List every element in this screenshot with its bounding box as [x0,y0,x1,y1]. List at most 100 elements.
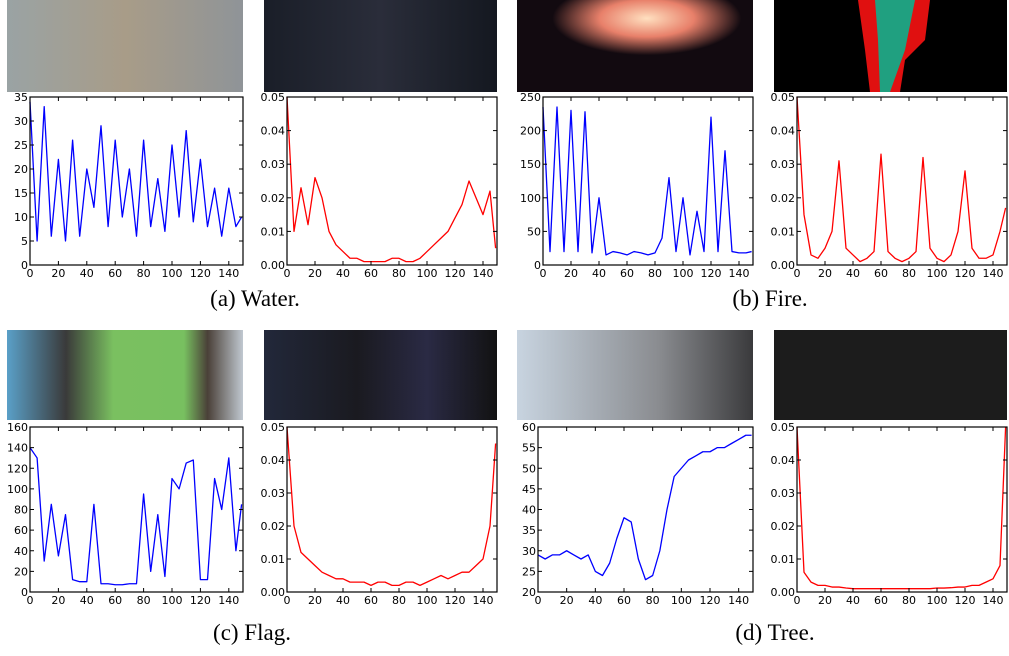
x-tick-label: 40 [336,594,350,607]
x-tick-label: 20 [308,594,322,607]
x-tick-label: 60 [617,594,631,607]
plot-area [287,97,497,265]
y-tick-label: 0.01 [771,553,796,566]
plot-area [797,97,1007,265]
x-tick-label: 80 [137,594,151,607]
plot-area [543,97,753,265]
x-tick-label: 60 [364,267,378,280]
x-tick-label: 100 [417,267,438,280]
y-tick-label: 0 [21,586,28,599]
x-tick-label: 40 [588,594,602,607]
caption: (d) Tree. [735,620,814,645]
x-tick-label: 60 [108,594,122,607]
y-tick-label: 0.00 [261,259,286,272]
x-tick-label: 0 [540,267,547,280]
x-tick-label: 0 [535,594,542,607]
x-tick-label: 40 [80,594,94,607]
x-tick-label: 140 [218,594,239,607]
x-tick-label: 20 [560,594,574,607]
x-tick-label: 140 [983,594,1004,607]
y-tick-label: 60 [522,421,536,434]
y-tick-label: 140 [7,442,28,455]
y-tick-label: 0.05 [771,91,796,104]
y-tick-label: 0.01 [261,225,286,238]
y-tick-label: 30 [522,545,536,558]
x-tick-label: 120 [955,594,976,607]
x-tick-label: 120 [955,267,976,280]
x-tick-label: 140 [728,594,749,607]
x-tick-label: 100 [417,594,438,607]
plot-area [287,427,497,592]
y-tick-label: 5 [21,235,28,248]
y-tick-label: 0.00 [771,586,796,599]
x-tick-label: 80 [392,267,406,280]
x-tick-label: 120 [190,267,211,280]
data-line [29,101,243,242]
y-tick-label: 250 [520,91,541,104]
x-tick-label: 20 [818,594,832,607]
y-tick-label: 0.03 [771,487,796,500]
caption: (c) Flag. [213,620,291,645]
data-line [286,426,497,587]
y-tick-label: 160 [7,421,28,434]
y-tick-label: 0.04 [261,125,286,138]
y-tick-label: 0.00 [771,259,796,272]
x-tick-label: 40 [80,267,94,280]
plot-frame [286,426,498,593]
plot-frame [542,96,754,266]
data-line [537,434,752,581]
y-tick-label: 35 [522,524,536,537]
x-tick-label: 100 [927,267,948,280]
y-tick-label: 40 [522,504,536,517]
x-tick-label: 60 [874,594,888,607]
y-tick-label: 0 [534,259,541,272]
y-tick-label: 45 [522,483,536,496]
data-line [286,96,497,263]
y-tick-label: 60 [14,524,28,537]
plot-frame [796,96,1008,266]
caption: (b) Fire. [732,286,807,311]
y-tick-label: 200 [520,125,541,138]
data-line [796,426,1007,590]
y-tick-label: 0.03 [771,158,796,171]
y-tick-label: 0.02 [771,192,796,205]
plot-frame [29,96,244,266]
y-tick-label: 30 [14,115,28,128]
x-tick-label: 20 [564,267,578,280]
plot-frame [796,426,1008,593]
x-tick-label: 120 [445,594,466,607]
y-tick-label: 20 [522,586,536,599]
x-tick-label: 140 [983,267,1004,280]
plot-frame [29,426,244,593]
x-tick-label: 80 [648,267,662,280]
image [7,330,243,420]
x-tick-label: 100 [162,594,183,607]
y-tick-label: 0.05 [771,421,796,434]
y-tick-label: 100 [7,483,28,496]
y-tick-label: 150 [520,158,541,171]
y-tick-label: 0.01 [261,553,286,566]
x-tick-label: 80 [392,594,406,607]
y-tick-label: 0 [21,259,28,272]
x-tick-label: 120 [701,267,722,280]
image [7,0,243,92]
x-tick-label: 120 [190,594,211,607]
plot-frame [286,96,498,266]
data-line [796,96,1007,263]
y-tick-label: 0.04 [261,454,286,467]
plot-area [30,97,243,265]
plot-area [538,427,753,592]
y-tick-label: 0.02 [261,192,286,205]
x-tick-label: 100 [673,267,694,280]
y-tick-label: 0.00 [261,586,286,599]
y-tick-label: 0.03 [261,158,286,171]
y-tick-label: 0.02 [261,520,286,533]
x-tick-label: 100 [162,267,183,280]
image [517,330,753,420]
x-tick-label: 60 [108,267,122,280]
x-tick-label: 20 [308,267,322,280]
y-tick-label: 0.05 [261,91,286,104]
data-line [542,106,752,256]
y-tick-label: 50 [527,225,541,238]
